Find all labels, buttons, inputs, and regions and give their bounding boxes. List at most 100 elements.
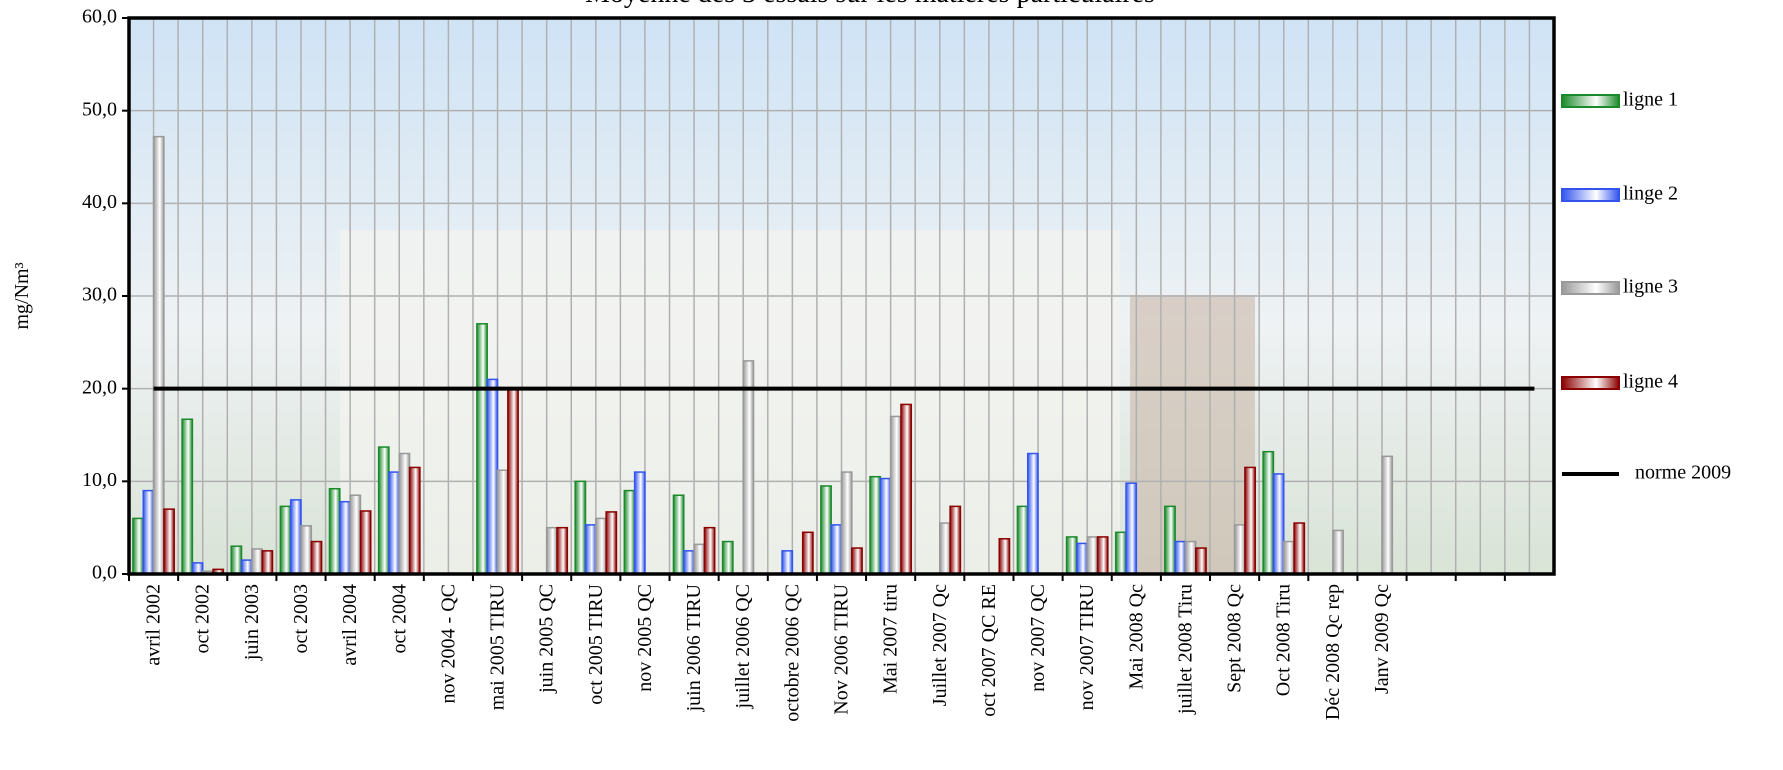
x-tick-label: octobre 2006 QC [781, 584, 803, 722]
bar [279, 505, 292, 575]
bar [879, 477, 892, 575]
bar [230, 545, 243, 575]
bar [820, 485, 832, 575]
bar [476, 323, 488, 575]
bar [310, 540, 323, 575]
x-tick-label: Mai 2007 tiru [880, 584, 902, 694]
y-tick-label: 20,0 [82, 376, 117, 398]
bar [1272, 473, 1285, 575]
bar [1125, 482, 1138, 575]
legend-label: norme 2009 [1635, 462, 1731, 484]
bar [1184, 540, 1197, 575]
bar [556, 526, 569, 575]
bar [142, 489, 155, 575]
bar [939, 522, 951, 575]
bar [693, 543, 706, 575]
bar [1282, 540, 1295, 575]
bar [584, 524, 597, 575]
bar [1195, 547, 1207, 575]
x-tick-label: oct 2003 [290, 584, 312, 653]
y-tick-label: 60,0 [82, 6, 117, 28]
bar [998, 538, 1011, 575]
bar [851, 547, 863, 575]
bar [830, 524, 843, 575]
y-tick-label: 10,0 [82, 469, 117, 491]
bar [1164, 505, 1176, 575]
y-axis-label: mg/Nm³ [11, 262, 33, 329]
y-tick-label: 30,0 [82, 284, 117, 306]
bar [900, 403, 913, 575]
bar [251, 548, 263, 575]
bar [1086, 536, 1099, 575]
bar [496, 469, 509, 575]
bar [683, 550, 695, 575]
x-tick-label: nov 2007 QC [1027, 584, 1049, 692]
bar [1262, 450, 1275, 575]
bar [486, 378, 499, 575]
bar [742, 360, 755, 575]
x-tick-label: Nov 2006 TIRU [831, 583, 853, 714]
bar [781, 550, 794, 575]
x-tick-label: Sept 2008 Qc [1224, 584, 1246, 693]
bar [605, 511, 618, 575]
x-tick-label: nov 2007 TIRU [1076, 583, 1098, 710]
bar [1114, 531, 1127, 575]
x-tick-label: oct 2005 TIRU [585, 583, 607, 704]
x-tick-label: juillet 2006 QC [732, 584, 754, 709]
bar [1293, 522, 1306, 575]
bar [889, 415, 902, 575]
y-tick-label: 50,0 [82, 98, 117, 120]
bar [633, 471, 646, 575]
bar [1244, 466, 1256, 575]
bar [377, 446, 390, 575]
x-tick-label: avril 2004 [339, 584, 361, 666]
bar [507, 387, 519, 575]
bar [132, 517, 144, 575]
bar [545, 526, 558, 575]
x-tick-label: juin 2003 [241, 584, 263, 661]
legend-swatch [1561, 188, 1620, 202]
x-tick-label: nov 2005 QC [634, 584, 656, 692]
bar [595, 517, 607, 575]
bar [1016, 505, 1029, 575]
plot-frame [127, 16, 1556, 576]
y-tick-label: 0,0 [92, 562, 117, 584]
legend-label: ligne 4 [1623, 371, 1678, 393]
bar [1065, 536, 1078, 575]
bar [349, 494, 362, 575]
x-tick-label: Juillet 2007 Qc [929, 584, 951, 706]
x-tick-label: oct 2004 [388, 584, 410, 653]
bar [398, 452, 411, 575]
legend-swatch [1561, 281, 1620, 295]
bar [1076, 542, 1088, 575]
bar [152, 135, 165, 575]
bar [289, 499, 302, 575]
bar [1233, 524, 1246, 575]
legend-label: ligne 3 [1623, 276, 1678, 298]
bar [1026, 452, 1039, 575]
bar [721, 540, 734, 575]
x-tick-label: juin 2005 QC [536, 584, 558, 694]
x-tick-label: nov 2004 - QC [437, 584, 459, 703]
bar [672, 494, 685, 575]
bar [261, 550, 274, 575]
x-tick-label: juillet 2008 Tiru [1174, 584, 1196, 715]
legend-swatch [1561, 94, 1620, 108]
bar [328, 487, 341, 575]
x-tick-label: Mai 2008 Qc [1125, 584, 1147, 690]
bar [840, 471, 853, 575]
bar [181, 418, 194, 575]
y-tick-label: 40,0 [82, 191, 117, 213]
legend-swatch [1561, 376, 1620, 390]
bar [574, 480, 587, 575]
bar [1096, 536, 1109, 575]
bar [801, 531, 814, 575]
x-tick-label: juin 2006 TIRU [683, 583, 705, 712]
bar [949, 505, 962, 575]
bar [300, 525, 313, 575]
x-tick-label: oct 2007 QC RE [978, 584, 1000, 717]
legend-label: ligne 1 [1623, 89, 1678, 111]
x-tick-label: Déc 2008 Qc rep [1322, 584, 1344, 720]
bar [623, 489, 636, 575]
x-tick-label: oct 2002 [192, 584, 214, 653]
